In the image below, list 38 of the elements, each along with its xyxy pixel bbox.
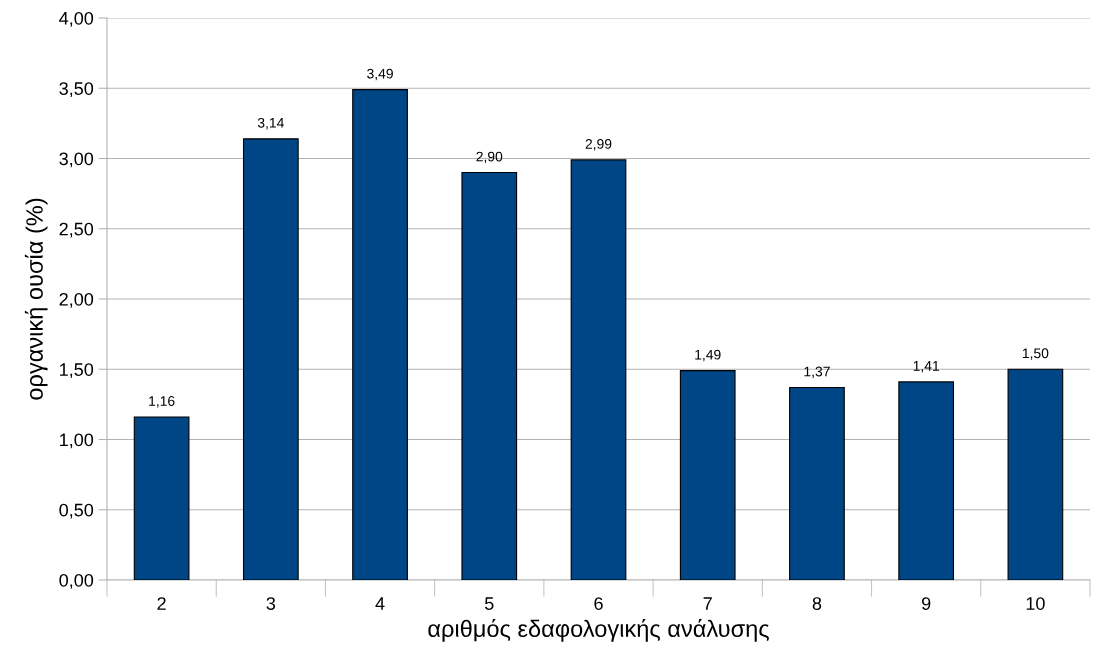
data-label: 1,41 — [913, 361, 940, 373]
y-tick-label: 0,50 — [59, 503, 94, 519]
data-label: 3,14 — [257, 117, 284, 130]
bar — [570, 159, 627, 580]
y-tick-label: 4,00 — [59, 11, 94, 27]
y-tick-label: 2,00 — [59, 292, 94, 308]
x-tick-label: 6 — [594, 597, 603, 610]
data-label: 2,99 — [585, 138, 612, 151]
x-tick-label: 10 — [1026, 597, 1045, 610]
data-label: 1,49 — [695, 349, 721, 362]
data-label: 2,90 — [476, 151, 503, 164]
x-tick-label: 5 — [484, 597, 494, 610]
x-tick-label: 3 — [266, 597, 276, 610]
y-tick-label: 1,50 — [60, 363, 94, 379]
y-tick-label: 1,00 — [60, 433, 94, 449]
y-tick-label: 3,00 — [59, 152, 94, 168]
bar — [461, 171, 518, 580]
x-axis-title: αριθμός εδαφολογικής ανάλυσης — [428, 619, 769, 642]
x-tick-label: 4 — [375, 597, 385, 610]
data-label: 1,16 — [149, 396, 175, 408]
bar — [133, 416, 190, 580]
y-tick-label: 3,50 — [59, 82, 94, 98]
x-tick-label: 2 — [157, 597, 166, 610]
bar — [242, 138, 299, 580]
data-label: 3,49 — [367, 68, 393, 81]
x-tick-label: 9 — [921, 597, 931, 610]
bar — [789, 386, 845, 580]
x-tick-label: 8 — [812, 597, 822, 610]
y-tick-label: 0,00 — [59, 573, 94, 589]
bar — [1007, 368, 1064, 580]
bar — [679, 370, 736, 580]
y-axis-title: οργανική ουσία (%) — [24, 198, 48, 400]
bar — [898, 381, 955, 580]
x-tick-label: 7 — [703, 597, 712, 610]
data-label: 1,50 — [1022, 348, 1049, 360]
y-tick-label: 2,50 — [59, 222, 94, 238]
bar — [352, 89, 408, 580]
data-label: 1,37 — [804, 366, 830, 379]
